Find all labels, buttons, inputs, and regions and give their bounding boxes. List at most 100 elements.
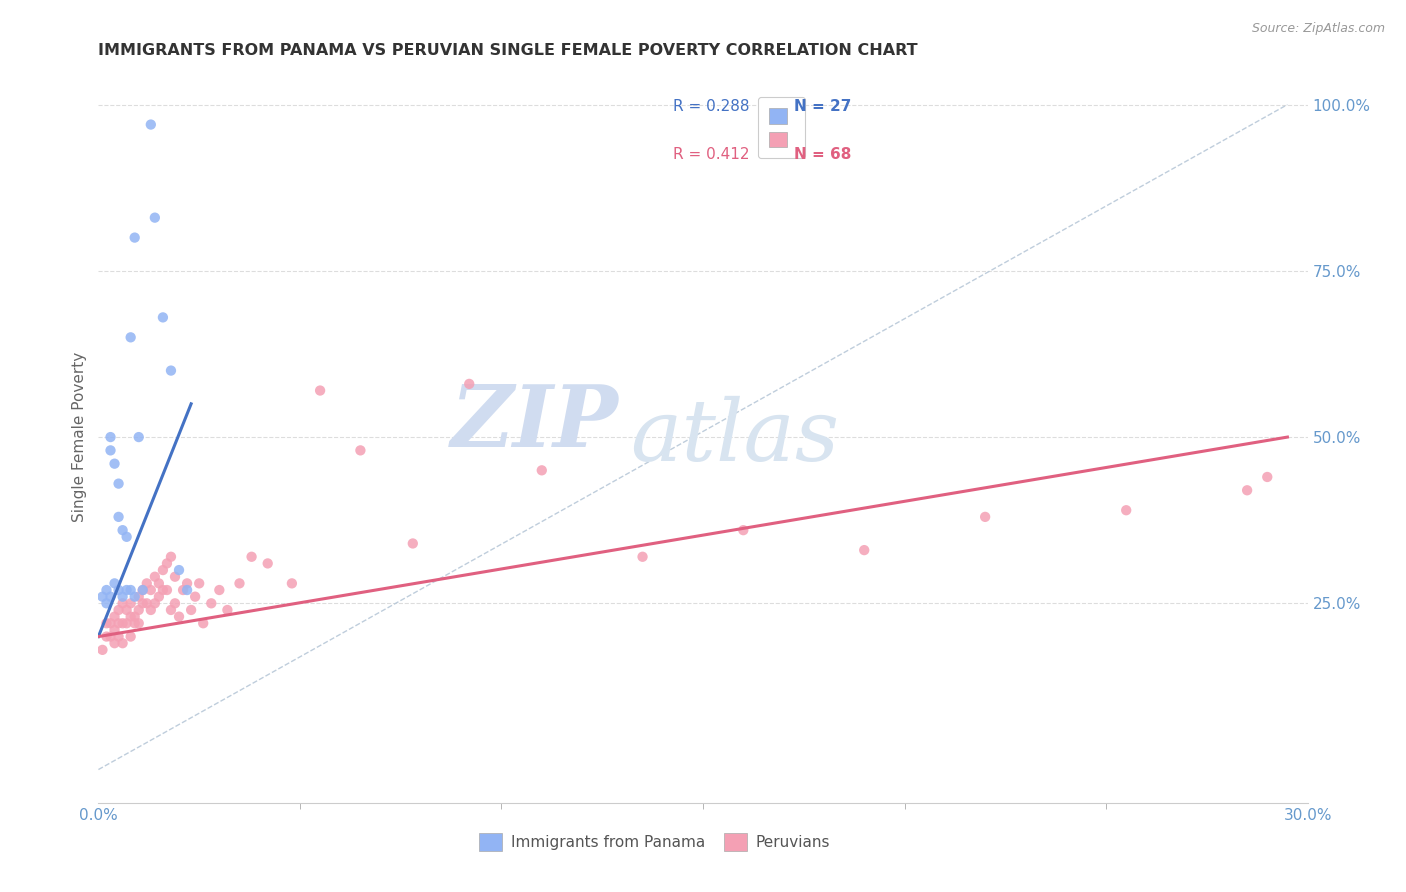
Point xyxy=(349,443,371,458)
Point xyxy=(115,603,138,617)
Point xyxy=(853,543,876,558)
Point xyxy=(152,563,174,577)
Point xyxy=(124,230,146,244)
Point xyxy=(132,596,155,610)
Point xyxy=(120,596,142,610)
Text: R = 0.288: R = 0.288 xyxy=(672,99,749,114)
Point xyxy=(107,616,129,631)
Legend: Immigrants from Panama, Peruvians: Immigrants from Panama, Peruvians xyxy=(472,827,837,857)
Point xyxy=(152,310,174,325)
Text: R = 0.412: R = 0.412 xyxy=(672,146,749,161)
Text: atlas: atlas xyxy=(630,396,839,478)
Point xyxy=(176,576,198,591)
Point xyxy=(228,576,250,591)
Point xyxy=(530,463,553,477)
Point xyxy=(100,443,122,458)
Point xyxy=(128,603,150,617)
Point xyxy=(111,616,134,631)
Point xyxy=(96,630,118,644)
Point xyxy=(124,609,146,624)
Point xyxy=(156,557,179,571)
Text: Source: ZipAtlas.com: Source: ZipAtlas.com xyxy=(1251,22,1385,36)
Point xyxy=(100,590,122,604)
Point xyxy=(96,582,118,597)
Point xyxy=(458,376,481,391)
Point xyxy=(107,509,129,524)
Point xyxy=(193,616,215,631)
Point xyxy=(107,630,129,644)
Point xyxy=(96,616,118,631)
Point xyxy=(107,603,129,617)
Point xyxy=(120,609,142,624)
Point xyxy=(96,596,118,610)
Point xyxy=(163,596,186,610)
Point xyxy=(103,576,125,591)
Y-axis label: Single Female Poverty: Single Female Poverty xyxy=(72,352,87,522)
Point xyxy=(176,582,198,597)
Point xyxy=(160,603,183,617)
Point xyxy=(148,576,170,591)
Point xyxy=(115,530,138,544)
Point xyxy=(240,549,263,564)
Point xyxy=(103,457,125,471)
Point xyxy=(139,603,162,617)
Text: ZIP: ZIP xyxy=(450,381,619,464)
Point xyxy=(217,603,239,617)
Text: N = 27: N = 27 xyxy=(793,99,851,114)
Point xyxy=(1256,470,1278,484)
Point xyxy=(281,576,304,591)
Point xyxy=(167,563,190,577)
Point xyxy=(120,582,142,597)
Point xyxy=(733,523,755,537)
Point xyxy=(111,590,134,604)
Text: N = 68: N = 68 xyxy=(793,146,851,161)
Point xyxy=(128,590,150,604)
Point xyxy=(103,623,125,637)
Point xyxy=(1236,483,1258,498)
Point xyxy=(91,643,114,657)
Point xyxy=(180,603,202,617)
Point xyxy=(100,616,122,631)
Point xyxy=(143,211,166,225)
Point xyxy=(152,582,174,597)
Point xyxy=(115,582,138,597)
Point xyxy=(107,582,129,597)
Point xyxy=(124,616,146,631)
Point xyxy=(143,596,166,610)
Point xyxy=(256,557,278,571)
Point xyxy=(139,582,162,597)
Point xyxy=(402,536,425,550)
Point xyxy=(132,582,155,597)
Point xyxy=(148,590,170,604)
Point xyxy=(111,636,134,650)
Point xyxy=(111,596,134,610)
Point xyxy=(156,582,179,597)
Point xyxy=(103,636,125,650)
Point xyxy=(120,630,142,644)
Point xyxy=(1115,503,1137,517)
Point xyxy=(188,576,211,591)
Point xyxy=(103,609,125,624)
Point xyxy=(160,549,183,564)
Point xyxy=(160,363,183,377)
Point xyxy=(631,549,654,564)
Point xyxy=(135,596,157,610)
Point xyxy=(974,509,997,524)
Point xyxy=(100,430,122,444)
Point xyxy=(200,596,222,610)
Point xyxy=(91,590,114,604)
Point xyxy=(128,430,150,444)
Point xyxy=(128,616,150,631)
Point xyxy=(163,570,186,584)
Point xyxy=(309,384,332,398)
Point xyxy=(135,576,157,591)
Point xyxy=(139,118,162,132)
Point xyxy=(143,570,166,584)
Point xyxy=(120,330,142,344)
Point xyxy=(172,582,194,597)
Point xyxy=(115,616,138,631)
Point xyxy=(124,590,146,604)
Point xyxy=(100,630,122,644)
Text: IMMIGRANTS FROM PANAMA VS PERUVIAN SINGLE FEMALE POVERTY CORRELATION CHART: IMMIGRANTS FROM PANAMA VS PERUVIAN SINGL… xyxy=(98,43,918,58)
Point xyxy=(111,523,134,537)
